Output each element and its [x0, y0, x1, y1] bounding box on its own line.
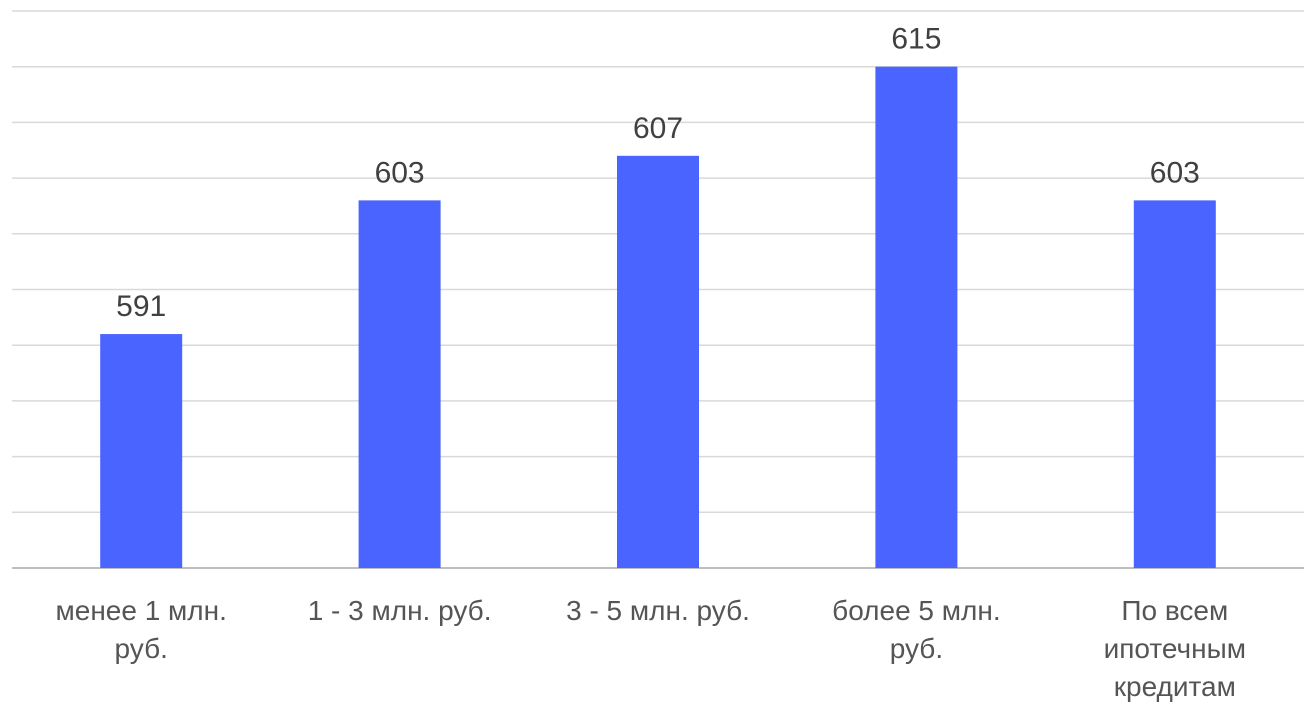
category-labels: менее 1 млн. руб. 1 - 3 млн. руб. 3 - 5 млн…	[56, 595, 1246, 702]
category-label-line: более 5 млн.	[832, 595, 1000, 626]
category-label: более 5 млн. руб.	[832, 595, 1000, 664]
category-label: 1 - 3 млн. руб.	[308, 595, 492, 626]
category-label-line: руб.	[890, 633, 943, 664]
category-label-line: менее 1 млн.	[56, 595, 227, 626]
bar	[100, 334, 183, 568]
category-label: 3 - 5 млн. руб.	[566, 595, 750, 626]
category-label-line: 3 - 5 млн. руб.	[566, 595, 750, 626]
value-labels: 591 603 607 615 603	[116, 23, 1200, 323]
category-label-line: ипотечным	[1104, 633, 1246, 664]
bar	[875, 66, 958, 568]
category-label-line: 1 - 3 млн. руб.	[308, 595, 492, 626]
bar-value-label: 603	[375, 156, 425, 189]
bar-value-label: 607	[633, 112, 683, 145]
category-label: менее 1 млн. руб.	[56, 595, 227, 664]
bar-value-label: 615	[891, 23, 941, 56]
category-label-line: кредитам	[1114, 671, 1236, 702]
category-label-line: руб.	[115, 633, 168, 664]
bar	[1133, 200, 1216, 568]
bar	[617, 155, 699, 568]
bar-value-label: 591	[116, 290, 166, 323]
category-label-line: По всем	[1121, 595, 1228, 626]
bar-value-label: 603	[1150, 156, 1200, 189]
bar	[358, 200, 441, 568]
category-label: По всем ипотечным кредитам	[1104, 595, 1246, 702]
bars	[100, 66, 1216, 568]
